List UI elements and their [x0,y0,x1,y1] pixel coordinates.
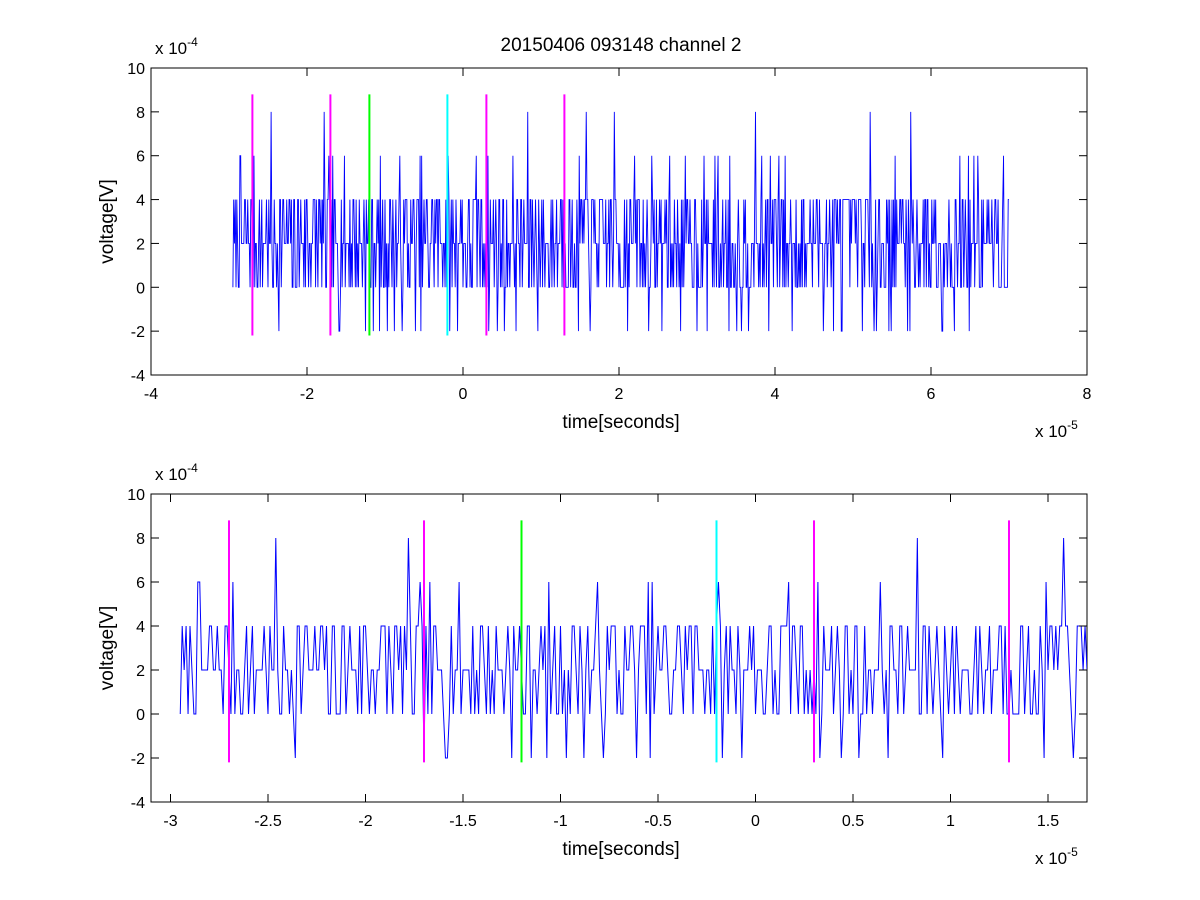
top-x-ticks: -4 -2 0 2 4 6 8 [144,68,1092,403]
top-x-tick-label: -4 [144,386,158,403]
top-y-tick-label: 4 [136,193,145,210]
top-x-exponent-power: -5 [1067,418,1078,432]
bottom-y-ticks: -4 -2 0 2 4 6 8 10 [127,487,1087,812]
bottom-y-exponent-base: x 10 [155,465,187,484]
bottom-subplot: -3 -2.5 -2 -1.5 -1 -0.5 0 0.5 1 1.5 -4 -2 0 2 4 6 8 10 t… [97,461,1088,868]
top-y-tick-label: 8 [136,105,145,122]
top-y-tick-label: 0 [136,280,145,297]
bottom-x-tick-label: 0.5 [842,813,864,830]
bottom-x-tick-label: 1.5 [1037,813,1059,830]
bottom-x-tick-label: -3 [163,813,177,830]
top-x-tick-label: 4 [771,386,780,403]
bottom-y-tick-label: -4 [131,795,145,812]
top-subplot: 20150406 093148 channel 2 -4 -2 0 2 4 6 8 -4 -2… [97,35,1092,441]
bottom-y-tick-label: 4 [136,619,145,636]
bottom-y-axis-label: voltage[V] [97,606,118,691]
bottom-x-ticks: -3 -2.5 -2 -1.5 -1 -0.5 0 0.5 1 1.5 [163,494,1059,830]
bottom-y-exponent-power: -4 [187,461,198,475]
top-x-exponent-base: x 10 [1035,422,1067,441]
bottom-y-tick-label: 2 [136,663,145,680]
top-y-ticks: -4 -2 0 2 4 6 8 10 [127,61,1087,385]
bottom-y-exponent: x 10-4 [155,461,198,484]
bottom-y-tick-label: 10 [127,487,145,504]
bottom-x-tick-label: -1 [553,813,567,830]
top-y-tick-label: -2 [131,324,145,341]
bottom-y-tick-label: 0 [136,707,145,724]
top-x-tick-label: 8 [1083,386,1092,403]
bottom-marker-layer [228,520,1010,763]
bottom-x-exponent: x 10-5 [1035,845,1078,868]
top-y-axis-label: voltage[V] [97,179,118,264]
bottom-signal-layer [179,537,1087,759]
top-signal-line [232,111,1009,332]
bottom-x-tick-label: -2 [358,813,372,830]
top-x-tick-label: 2 [615,386,624,403]
bottom-x-tick-label: -1.5 [449,813,477,830]
bottom-signal-line [179,537,1087,759]
bottom-x-exponent-base: x 10 [1035,849,1067,868]
bottom-x-tick-label: 1 [946,813,955,830]
bottom-y-tick-label: 8 [136,531,145,548]
bottom-x-tick-label: -0.5 [644,813,672,830]
top-marker-layer [251,94,566,336]
top-x-tick-label: 0 [459,386,468,403]
top-signal-layer [232,111,1009,332]
top-y-exponent: x 10-4 [155,35,198,58]
top-y-tick-label: 10 [127,61,145,78]
bottom-y-tick-label: 6 [136,575,145,592]
bottom-axes-box [150,493,1088,803]
top-y-exponent-base: x 10 [155,39,187,58]
top-x-axis-label: time[seconds] [562,412,679,433]
chart-title: 20150406 093148 channel 2 [501,35,742,56]
top-y-tick-label: -4 [131,368,145,385]
top-y-tick-label: 2 [136,236,145,253]
bottom-x-axis-label: time[seconds] [562,839,679,860]
top-x-exponent: x 10-5 [1035,418,1078,441]
top-x-tick-label: -2 [300,386,314,403]
bottom-x-tick-label: 0 [751,813,760,830]
bottom-y-tick-label: -2 [131,751,145,768]
bottom-x-exponent-power: -5 [1067,845,1078,859]
bottom-x-tick-label: -2.5 [254,813,282,830]
top-y-tick-label: 6 [136,149,145,166]
top-y-exponent-power: -4 [187,35,198,49]
top-x-tick-label: 6 [927,386,936,403]
